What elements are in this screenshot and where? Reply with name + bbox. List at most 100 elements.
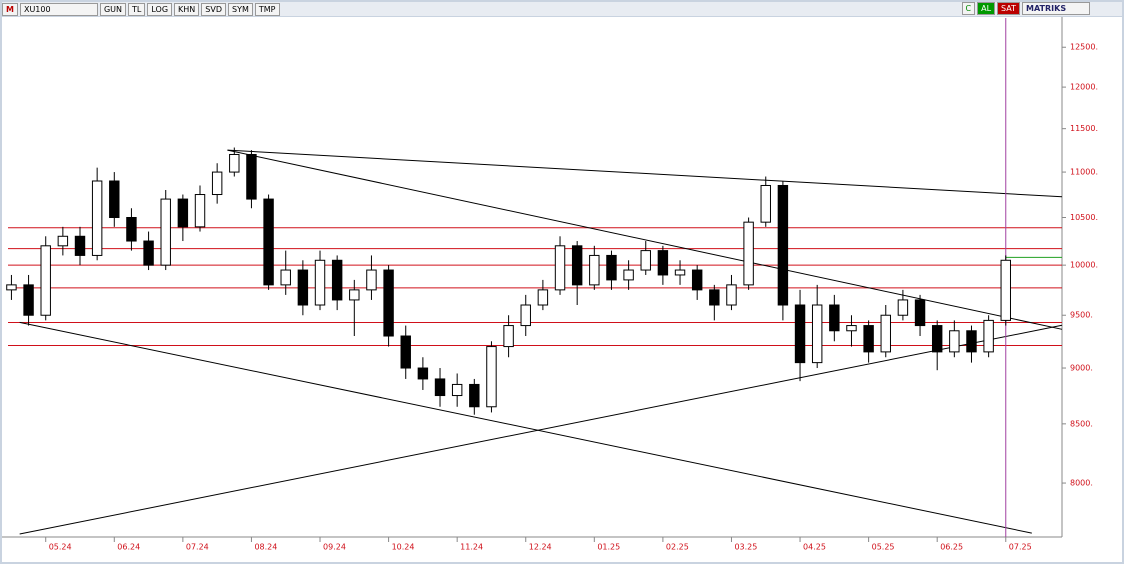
candle-body [880, 314, 891, 353]
candle-body [606, 254, 617, 281]
toolbar-button[interactable]: SVD [201, 2, 226, 16]
x-tick-label: 09.24 [323, 543, 346, 552]
x-tick-label: 04.25 [803, 543, 826, 552]
candle-body [349, 289, 360, 301]
candle-body [400, 335, 411, 369]
candle-body [863, 325, 874, 353]
candle-body [571, 245, 583, 286]
candle-body [811, 304, 823, 364]
candle-body [486, 346, 497, 408]
y-tick-label: 8000. [1070, 479, 1093, 488]
candle-body [794, 304, 806, 364]
candle-body [520, 304, 531, 327]
candle-body [160, 198, 171, 266]
candle-body [589, 254, 600, 286]
candle-body [451, 383, 463, 397]
trend-line [227, 149, 1063, 198]
candle-body [846, 325, 857, 332]
candle-body [434, 378, 446, 397]
candle-body [74, 235, 86, 256]
candle-body [263, 198, 274, 286]
candle-body [743, 221, 754, 286]
toolbar-button[interactable]: SAT [997, 2, 1020, 15]
candle-body [469, 383, 480, 408]
candle-body [126, 217, 137, 242]
candle-body [554, 245, 566, 291]
toolbar-button[interactable]: MATRIKS [1022, 2, 1090, 15]
candle-body [931, 325, 943, 353]
candle-body [657, 250, 669, 276]
toolbar-button[interactable]: AL [977, 2, 996, 15]
y-tick-label: 10500. [1070, 213, 1098, 222]
candle-body [503, 325, 514, 348]
toolbar-button[interactable]: TL [128, 2, 146, 16]
toolbar-right: C AL SAT MATRIKS [961, 2, 1093, 15]
x-tick-label: 12.24 [529, 543, 552, 552]
candle-body [726, 284, 737, 306]
candle-body [623, 269, 634, 281]
y-tick-label: 9500. [1070, 311, 1093, 320]
x-tick-label: 06.25 [940, 543, 963, 552]
candle-body [91, 180, 103, 256]
candle-body [246, 153, 257, 200]
x-tick-label: 11.24 [460, 543, 483, 552]
candle-body [829, 304, 840, 332]
x-tick-label: 08.24 [254, 543, 277, 552]
candle-body [966, 330, 977, 353]
candle-body [57, 235, 69, 247]
toolbar-button[interactable]: KHN [174, 2, 200, 16]
candle-body [40, 245, 51, 316]
trend-line [19, 324, 1063, 535]
x-tick-label: 07.24 [186, 543, 209, 552]
candle-body [983, 319, 994, 353]
toolbar-button[interactable]: GUN [99, 2, 127, 16]
candle-body [177, 198, 189, 228]
candle-body [23, 284, 34, 316]
y-tick-label: 11000. [1070, 168, 1098, 177]
x-tick-label: 06.24 [117, 543, 140, 552]
symbol[interactable]: XU100 [19, 2, 98, 16]
candle-body [297, 269, 309, 306]
x-tick-label: 02.25 [666, 543, 689, 552]
y-tick-label: 12500. [1070, 43, 1098, 52]
candle-body [674, 269, 686, 276]
x-tick-label: 05.24 [49, 543, 72, 552]
candle-body [417, 367, 429, 380]
toolbar-button[interactable]: LOG [147, 2, 173, 16]
buttons: GUN TL LOG KHN SVD SYM TMP [99, 2, 282, 16]
y-tick-label: 12000. [1070, 83, 1098, 92]
y-tick-label: 8500. [1070, 419, 1093, 428]
trend-line [19, 321, 1032, 534]
x-tick-label: 05.25 [872, 543, 895, 552]
chart: 8000. 8500. 9000. 9500. 10000. 10500. 11000. 11… [2, 17, 1122, 562]
candle-body [109, 180, 120, 219]
candle-body [280, 269, 291, 286]
logo[interactable]: M [2, 2, 18, 16]
toolbar-button[interactable]: TMP [254, 2, 280, 16]
candle-body [211, 171, 223, 196]
candle-body [709, 289, 720, 306]
candle-body [537, 289, 549, 306]
candle-body [6, 284, 17, 291]
candle-body [229, 153, 240, 173]
x-tick-label: 01.25 [597, 543, 620, 552]
toolbar-button[interactable]: C [961, 2, 976, 15]
candle-body [777, 184, 789, 306]
candle-body [691, 269, 703, 291]
y-tick-label: 9000. [1070, 364, 1093, 373]
x-tick-label: 03.25 [734, 543, 757, 552]
candle-body [314, 259, 326, 306]
candle-body [1000, 259, 1011, 321]
candle-body [331, 259, 343, 301]
candle-body [914, 299, 926, 327]
x-tick-label: 10.24 [392, 543, 415, 552]
toolbar-button[interactable]: SYM [228, 2, 253, 16]
candle-body [366, 269, 377, 291]
y-tick-label: 11500. [1070, 124, 1098, 133]
candle-body [143, 240, 154, 266]
candle-body [949, 330, 960, 353]
candle-body [760, 184, 771, 223]
candle-body [194, 194, 206, 228]
candle-body [897, 299, 909, 316]
